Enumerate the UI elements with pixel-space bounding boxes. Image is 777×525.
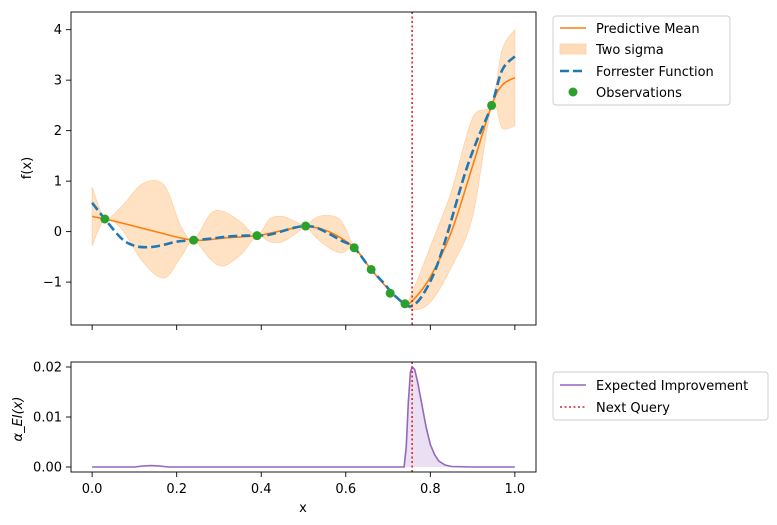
bottom-axes-frame <box>70 361 537 473</box>
top-legend-box <box>552 15 731 106</box>
y-tick-label: 0.01 <box>33 411 62 426</box>
bottom-x-axis-label: x <box>299 501 307 516</box>
bottom-legend: Expected Improvement Next Query <box>552 371 769 421</box>
legend-expected-improvement-label: Expected Improvement <box>596 379 748 394</box>
legend-next-query-label: Next Query <box>596 401 670 416</box>
top-axes-frame <box>70 11 537 326</box>
x-tick-label: 0.6 <box>335 482 356 497</box>
legend-observations-swatch <box>568 87 578 97</box>
y-tick-label: 3 <box>54 74 62 89</box>
x-tick-label: 0.4 <box>251 482 272 497</box>
top-y-axis-label: f(x) <box>20 157 35 179</box>
bottom-panel: 0.00 0.01 0.02 0.0 0.2 0.4 0.6 0.8 1.0 x α_EI(x… <box>11 361 537 516</box>
legend-two-sigma-swatch <box>559 43 587 55</box>
observation-point <box>100 214 110 224</box>
x-tick-label: 0.2 <box>166 482 187 497</box>
observation-point <box>189 235 199 245</box>
bottom-y-axis-label: α_EI(x) <box>11 397 26 442</box>
expected-improvement-fill <box>92 367 515 467</box>
top-panel: −1 0 1 2 3 4 f(x) <box>20 11 537 330</box>
y-tick-label: −1 <box>43 276 62 291</box>
observation-point <box>301 221 311 231</box>
legend-forrester-label: Forrester Function <box>596 65 714 80</box>
expected-improvement-line <box>92 365 515 468</box>
observation-point <box>487 100 497 110</box>
observation-point <box>385 288 395 298</box>
x-tick-label: 0.8 <box>420 482 441 497</box>
y-tick-label: 0.00 <box>33 461 62 476</box>
observation-point <box>366 264 376 274</box>
legend-predictive-mean-label: Predictive Mean <box>596 22 700 37</box>
legend-two-sigma-label: Two sigma <box>595 43 664 58</box>
observation-point <box>252 231 262 241</box>
top-legend: Predictive Mean Two sigma Forrester Func… <box>552 15 731 106</box>
observations-group <box>100 100 497 309</box>
y-tick-label: 0 <box>54 225 62 240</box>
x-tick-label: 1.0 <box>505 482 526 497</box>
two-sigma-band <box>91 28 516 311</box>
observation-point <box>400 299 410 309</box>
legend-observations-label: Observations <box>596 86 682 101</box>
observation-point <box>349 243 359 253</box>
bottom-legend-box <box>552 371 769 421</box>
y-tick-label: 1 <box>54 175 62 190</box>
y-tick-label: 4 <box>54 23 62 38</box>
y-tick-label: 2 <box>54 124 62 139</box>
y-tick-label: 0.02 <box>33 361 62 376</box>
x-tick-label: 0.0 <box>82 482 103 497</box>
forrester-function-line <box>91 55 516 308</box>
